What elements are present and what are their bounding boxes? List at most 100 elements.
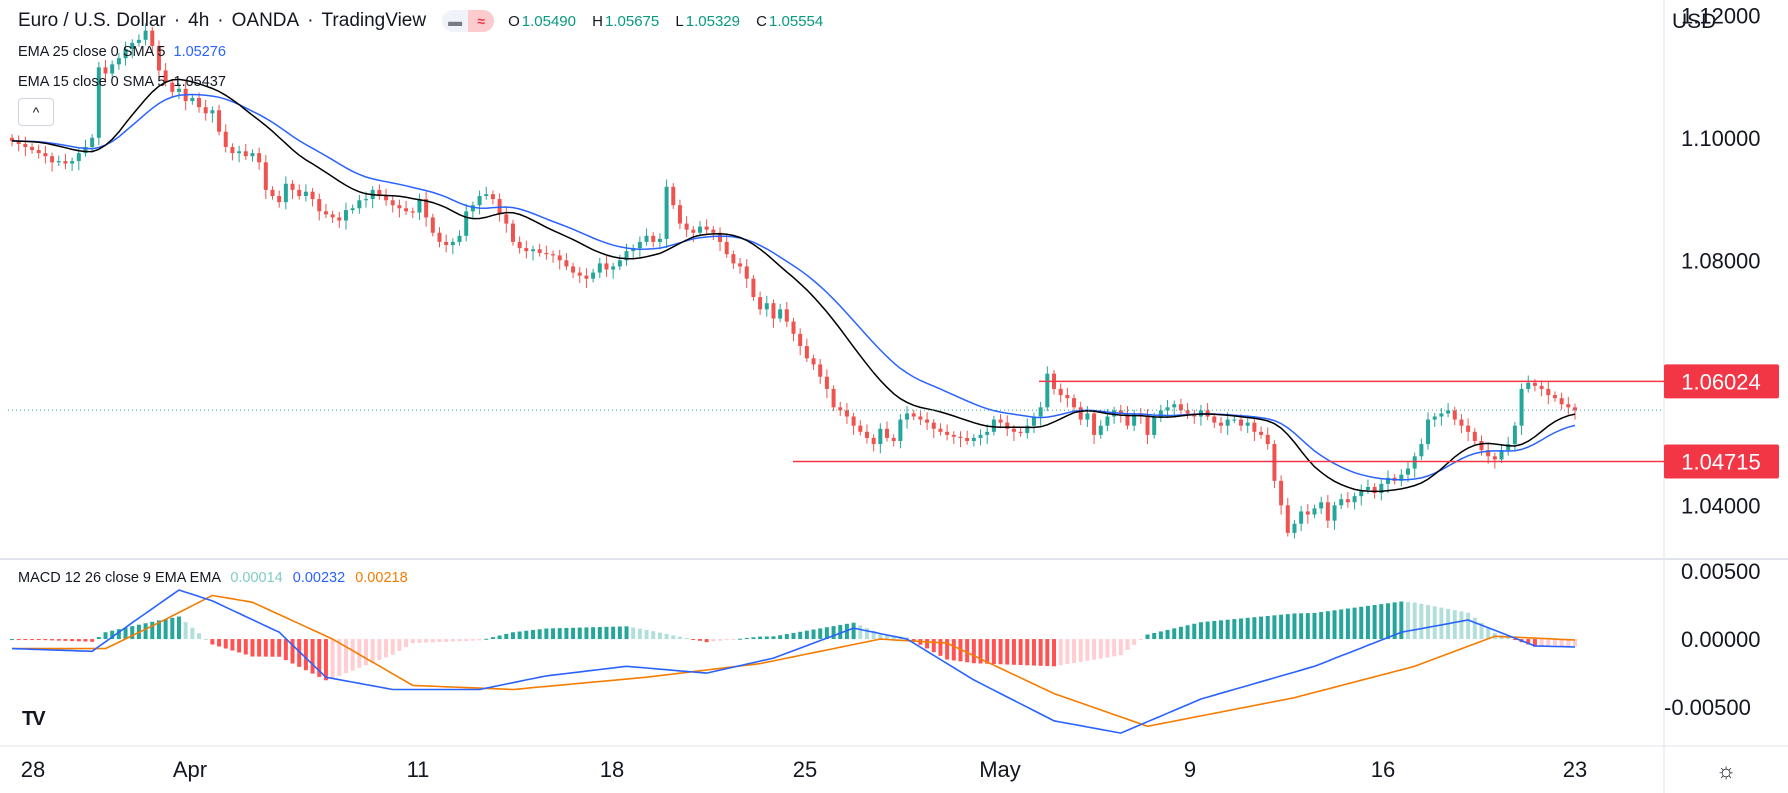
macd-histogram-bar	[631, 627, 636, 640]
candle-body	[838, 407, 843, 411]
candle-body	[925, 419, 930, 423]
macd-histogram-bar	[163, 619, 168, 640]
candle-body	[1038, 407, 1043, 417]
ohlc-readout: O 1.05490 H 1.05675 L 1.05329 C 1.05554	[508, 13, 835, 30]
candle-body	[1132, 413, 1137, 426]
key-level-label: 1.06024	[1681, 369, 1761, 394]
time-tick-label: 25	[793, 757, 817, 782]
macd-histogram-bar	[1025, 639, 1030, 666]
currency-label[interactable]: USD	[1672, 10, 1717, 33]
tradingview-logo-icon[interactable]: TV	[22, 708, 46, 730]
macd-histogram-bar	[43, 639, 48, 641]
candle-body	[778, 309, 783, 319]
candle-body	[1339, 499, 1344, 506]
candle-body	[1078, 407, 1083, 420]
macd-histogram-bar	[624, 626, 629, 640]
candle-body	[1225, 419, 1230, 426]
macd-histogram-bar	[1011, 639, 1016, 665]
candle-body	[417, 199, 422, 213]
macd-tick-label: 0.00500	[1681, 559, 1761, 584]
key-level-badge	[1664, 444, 1779, 479]
macd-histogram-bar	[1552, 639, 1557, 647]
macd-histogram-bar	[310, 639, 315, 674]
ema15-line	[11, 78, 1576, 493]
candle-body	[1492, 456, 1497, 460]
candle-body	[1439, 413, 1444, 417]
candle-body	[1539, 385, 1544, 389]
candle-body	[190, 98, 195, 102]
candle-body	[1045, 373, 1050, 408]
macd-histogram-bar	[197, 633, 202, 640]
macd-histogram-bar	[250, 639, 255, 657]
settings-icon[interactable]: ☼	[1716, 758, 1737, 783]
candle-body	[63, 161, 68, 164]
candle-body	[364, 199, 369, 201]
ema15-legend[interactable]: EMA 15 close 0 SMA 5 1.05437	[18, 74, 226, 90]
candle-body	[611, 266, 616, 270]
candle-body	[1479, 441, 1484, 451]
macd-legend[interactable]: MACD 12 26 close 9 EMA EMA 0.00014 0.002…	[18, 570, 408, 586]
macd-histogram-bar	[531, 629, 535, 640]
symbol-title[interactable]: Euro / U.S. Dollar	[18, 10, 166, 31]
candle-body	[1178, 404, 1183, 411]
candle-body	[1279, 480, 1284, 506]
macd-histogram-bar	[96, 637, 101, 640]
candle-body	[1546, 388, 1551, 396]
price-tick-label: 1.04000	[1681, 493, 1761, 518]
macd-histogram-bar	[450, 639, 455, 642]
macd-histogram-bar	[791, 632, 796, 640]
candle-body	[1145, 416, 1150, 435]
macd-histogram-bar	[925, 639, 930, 649]
candle-body	[1406, 468, 1411, 475]
candle-body	[1252, 422, 1257, 432]
broker-label: OANDA	[231, 10, 300, 31]
macd-histogram-bar	[644, 629, 649, 640]
macd-histogram-bar	[858, 625, 863, 640]
macd-histogram-bar	[176, 616, 181, 640]
macd-histogram-bar	[357, 639, 362, 668]
candle-body	[1552, 395, 1557, 399]
macd-histogram-bar	[758, 636, 763, 640]
macd-histogram-bar	[1352, 607, 1357, 640]
candle-body	[1259, 431, 1264, 435]
header-separator: ·	[173, 10, 181, 31]
macd-histogram-bar	[1185, 625, 1190, 640]
macd-histogram-bar	[911, 639, 916, 642]
ema25-legend[interactable]: EMA 25 close 0 SMA 5 1.05276	[18, 44, 226, 60]
macd-histogram-bar	[1412, 602, 1417, 640]
macd-histogram-bar	[1172, 628, 1177, 640]
candle-body	[1232, 419, 1237, 421]
macd-histogram-bar	[243, 639, 248, 655]
candle-body	[1272, 444, 1277, 481]
candle-body	[410, 211, 415, 213]
market-status-pill[interactable]: ▬ ≈	[442, 10, 495, 32]
macd-histogram-bar	[524, 630, 529, 640]
candle-body	[397, 205, 402, 209]
candle-body	[103, 67, 108, 74]
macd-histogram-bar	[1038, 639, 1043, 666]
interval-label[interactable]: 4h	[188, 10, 210, 31]
macd-histogram-bar	[23, 639, 28, 641]
macd-histogram-bar	[617, 626, 622, 640]
candle-body	[16, 140, 21, 144]
macd-histogram-bar	[230, 639, 235, 651]
candle-body	[1512, 425, 1517, 445]
candle-body	[824, 376, 829, 389]
macd-histogram-bar	[1178, 626, 1183, 640]
macd-histogram-bar	[1265, 615, 1270, 640]
macd-histogram-bar	[203, 638, 208, 640]
candle-body	[464, 211, 469, 236]
macd-histogram-bar	[237, 639, 242, 653]
collapse-legend-button[interactable]: ^	[18, 98, 54, 126]
macd-histogram-bar	[591, 627, 596, 640]
macd-histogram-bar	[484, 638, 489, 640]
macd-histogram-bar	[691, 639, 696, 641]
candle-body	[450, 241, 455, 246]
low-value: 1.05329	[685, 12, 740, 30]
macd-histogram-bar	[804, 630, 809, 640]
macd-histogram-bar	[1559, 639, 1564, 647]
candle-body	[170, 82, 175, 92]
macd-histogram-bar	[1392, 602, 1397, 640]
macd-histogram-bar	[1132, 639, 1137, 645]
